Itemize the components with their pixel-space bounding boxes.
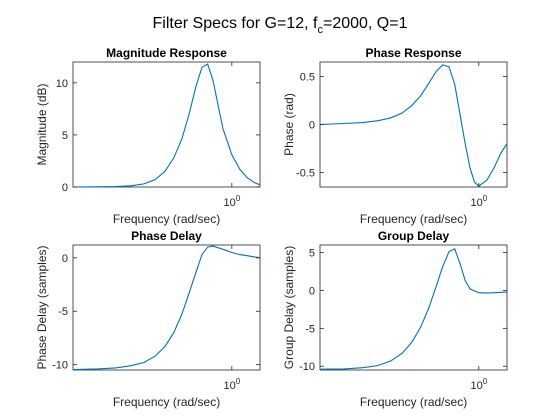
- y-tick-label: -0.5: [296, 168, 315, 180]
- x-axis-label: Frequency (rad/sec): [360, 395, 467, 409]
- plot-area: [319, 244, 508, 371]
- y-tick-label: 5: [62, 130, 68, 142]
- y-tick-label: -5: [58, 306, 68, 318]
- subplot-title: Magnitude Response: [106, 46, 227, 60]
- series-line: [72, 245, 261, 371]
- y-axis-label: Phase (rad): [282, 93, 296, 156]
- figure-title: Filter Specs for G=12, fc=2000, Q=1: [153, 15, 408, 36]
- y-axis-label: Phase Delay (samples): [35, 245, 49, 369]
- series-line: [72, 63, 261, 188]
- x-tick-label: 100: [223, 377, 240, 392]
- y-tick-label: 0: [62, 182, 68, 194]
- plot-area: [72, 244, 261, 371]
- x-tick-label: 100: [223, 194, 240, 209]
- y-tick-label: -10: [52, 360, 68, 372]
- x-axis-label: Frequency (rad/sec): [360, 212, 467, 226]
- plot-area: [72, 61, 261, 188]
- subplot-3: -10 -5 0 100 Phase Delay Frequency (rad/sec) P…: [35, 229, 261, 409]
- x-tick-label: 100: [470, 194, 487, 209]
- x-axis-label: Frequency (rad/sec): [113, 395, 220, 409]
- subplot-4: -10 -5 0 5 100 Group Delay Frequency (rad/sec)…: [282, 229, 508, 409]
- subplot-title: Group Delay: [378, 229, 450, 243]
- plot-area: [319, 61, 508, 188]
- y-axis-label: Group Delay (samples): [282, 246, 296, 369]
- y-tick-label: 0: [62, 253, 68, 265]
- subplot-2: -0.5 0 0.5 100 Phase Response Frequency (rad/…: [282, 46, 508, 226]
- series-line: [319, 248, 508, 370]
- x-tick-label: 100: [470, 377, 487, 392]
- y-tick-label: -5: [305, 323, 315, 335]
- subplot-title: Phase Response: [365, 46, 461, 60]
- series-line: [319, 64, 508, 187]
- subplot-title: Phase Delay: [131, 229, 202, 243]
- y-tick-label: 0: [309, 285, 315, 297]
- figure-title-main: Filter Specs for G=12, f: [153, 15, 319, 32]
- figure-title-rest: =2000, Q=1: [323, 15, 408, 32]
- figure-title-subscript: c: [317, 24, 323, 36]
- y-tick-label: 10: [56, 78, 68, 90]
- subplot-1: 0 5 10 100 Magnitude Response Frequency (rad/…: [35, 46, 261, 226]
- subplot-grid: 0 5 10 100 Magnitude Response Frequency (rad/…: [35, 46, 508, 409]
- x-axis-label: Frequency (rad/sec): [113, 212, 220, 226]
- y-tick-label: 0: [309, 120, 315, 132]
- y-axis-label: Magnitude (dB): [35, 83, 49, 165]
- y-tick-label: 0.5: [300, 71, 315, 83]
- y-tick-label: 5: [309, 248, 315, 260]
- y-tick-label: -10: [299, 361, 315, 373]
